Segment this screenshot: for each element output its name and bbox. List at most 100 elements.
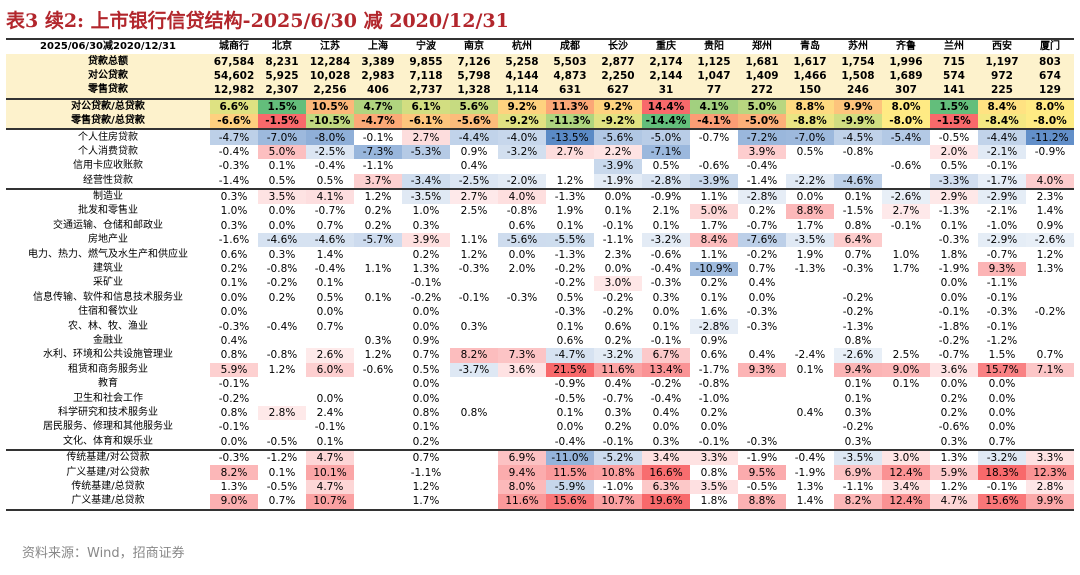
cell: 1.7% xyxy=(892,263,920,276)
cell: -0.3% xyxy=(650,277,682,290)
cell: -0.4% xyxy=(314,160,346,173)
cell: 5,258 xyxy=(498,54,546,69)
cell: -2.6% xyxy=(882,187,930,205)
cell: 1.7% xyxy=(700,219,728,232)
cell: 1,754 xyxy=(834,54,882,69)
cell: 0.1% xyxy=(556,219,584,232)
header-cell: 郑州 xyxy=(738,37,786,55)
cell: 10,028 xyxy=(306,68,354,84)
cell xyxy=(882,435,930,450)
cell: 1.2% xyxy=(1036,248,1064,261)
cell: 2.4% xyxy=(316,406,344,419)
cell xyxy=(450,334,498,348)
cell: -1.8% xyxy=(938,320,970,333)
cell: 0.9% xyxy=(412,335,440,347)
row-label: 传统基建/对公贷款 xyxy=(6,448,210,466)
cell: 0.1% xyxy=(834,187,882,205)
cell: 0.7% xyxy=(316,219,344,232)
cell: 9.0% xyxy=(210,494,258,511)
cell: 0.5% xyxy=(556,291,584,304)
cell: -0.1% xyxy=(314,421,346,434)
cell: 5,798 xyxy=(450,68,498,84)
cell: -0.9% xyxy=(642,187,690,205)
cell: 18.3% xyxy=(978,465,1026,480)
cell: 0.7% xyxy=(1036,349,1064,362)
cell xyxy=(354,465,402,479)
cell: 5.9% xyxy=(930,465,978,480)
header-cell: 江苏 xyxy=(306,37,354,55)
cell: -1.5% xyxy=(930,113,978,130)
cell: 0.1% xyxy=(796,363,824,376)
header-cell: 贵阳 xyxy=(690,37,738,55)
cell: 0.2% xyxy=(700,406,728,419)
cell: -10.9% xyxy=(690,261,738,277)
cell: 0.6% xyxy=(556,335,584,347)
cell: -2.9% xyxy=(978,233,1026,248)
row-label: 卫生和社会工作 xyxy=(73,392,143,404)
row-label: 个人消费贷款 xyxy=(78,145,138,157)
cell: 1,197 xyxy=(978,54,1026,69)
cell xyxy=(1026,334,1074,348)
cell: 2.2% xyxy=(594,144,642,160)
cell: -0.1% xyxy=(986,320,1018,333)
cell: 3.0% xyxy=(882,448,930,466)
source: 资料来源：Wind，招商证券 xyxy=(22,546,185,561)
cell: -0.1% xyxy=(698,435,730,448)
cell: 3,389 xyxy=(354,54,402,69)
cell: 2.9% xyxy=(930,187,978,205)
cell: 13.4% xyxy=(642,362,690,377)
cell: -0.4% xyxy=(650,263,682,276)
cell: 0.0% xyxy=(316,306,344,319)
cell: 5.0% xyxy=(690,204,738,219)
cell: -14.4% xyxy=(642,113,690,130)
cell: 0.2% xyxy=(412,435,440,448)
cell: -0.5% xyxy=(266,435,298,448)
cell: 7.1% xyxy=(1026,362,1074,377)
row-label: 批发和零售业 xyxy=(78,205,138,217)
cell: 4.0% xyxy=(1026,173,1074,189)
cell: 2,256 xyxy=(306,83,354,99)
cell: 0.4% xyxy=(460,160,488,173)
table-row: 卫生和社会工作 -0.2% 0.0% 0.0% -0.5% -0.7% -0.4% -1.0%… xyxy=(6,391,1074,405)
cell: 0.0% xyxy=(268,219,296,232)
cell: 4.7% xyxy=(930,494,978,511)
cell: -0.2% xyxy=(554,277,586,290)
cell: 2.5% xyxy=(460,205,488,218)
cell: -1.3% xyxy=(794,263,826,276)
cell: 1.2% xyxy=(354,187,402,205)
cell: -0.6% xyxy=(362,363,394,376)
cell: 3.6% xyxy=(498,362,546,377)
cell xyxy=(354,391,402,405)
cell: 0.4% xyxy=(652,406,680,419)
cell: 1,047 xyxy=(690,68,738,84)
cell: 1.7% xyxy=(402,494,450,511)
cell: 2.3% xyxy=(1026,187,1074,205)
cell: -11.3% xyxy=(546,113,594,130)
cell xyxy=(498,276,546,290)
cell: 67,584 xyxy=(210,54,258,69)
table-row: 水利、环境和公共设施管理业 0.8% -0.8% 2.6% 1.2% 0.7% 8.2% 7.… xyxy=(6,348,1074,363)
title: 表3 续2: 上市银行信贷结构-2025/6/30 减 2020/12/31 xyxy=(6,10,509,32)
cell: 4.0% xyxy=(498,187,546,205)
cell: 2.7% xyxy=(882,204,930,219)
cell: 9.5% xyxy=(738,465,786,480)
cell: -3.2% xyxy=(642,233,690,248)
cell: 0.3% xyxy=(460,320,488,333)
cell: 3.9% xyxy=(402,233,450,248)
cell: 11.6% xyxy=(498,494,546,511)
table-row: 居民服务、修理和其他服务业 -0.1% -0.1% 0.1% 0.0% 0.2% 0.0% 0… xyxy=(6,420,1074,434)
cell: 1,508 xyxy=(834,68,882,84)
cell: 1.2% xyxy=(268,363,296,376)
table-row: 经营性贷款 -1.4% 0.5% 0.5% 3.7% -3.4% -2.5% -2.0% 1.2… xyxy=(6,173,1074,189)
cell: -1.0% xyxy=(986,219,1018,232)
cell: 0.2% xyxy=(604,421,632,434)
cell: -0.3% xyxy=(458,263,490,276)
cell: 1,328 xyxy=(450,83,498,99)
cell: -0.8% xyxy=(506,205,538,218)
cell: -1.9% xyxy=(794,466,826,479)
cell: 1.0% xyxy=(892,248,920,261)
cell: -4.1% xyxy=(690,113,738,130)
cell: 1,125 xyxy=(690,54,738,69)
cell: 6.1% xyxy=(402,97,450,114)
cell xyxy=(882,145,930,159)
